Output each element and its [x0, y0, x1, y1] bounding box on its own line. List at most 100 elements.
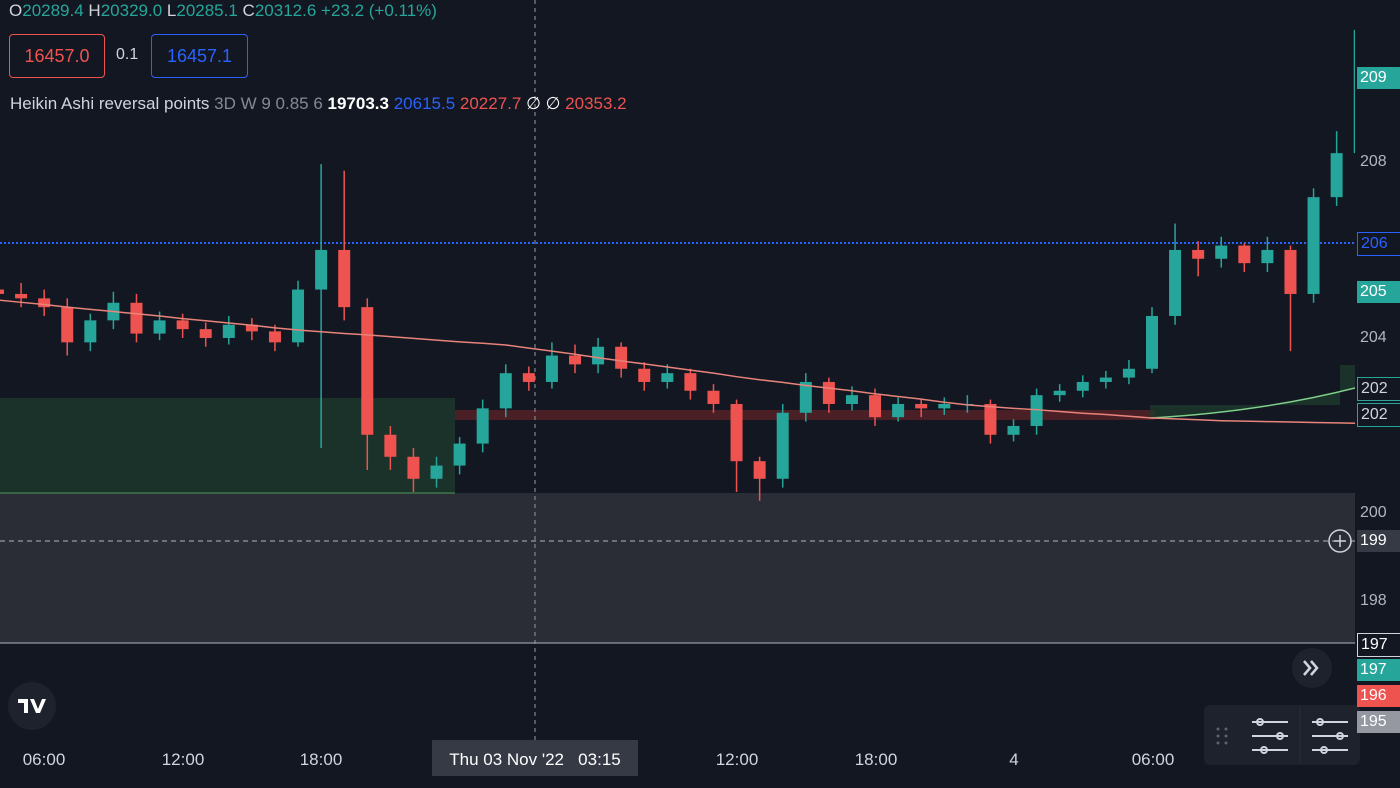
spread: 0.1 [116, 46, 139, 63]
shaded-zone [0, 493, 1355, 643]
indicator-value: 20615.5 [393, 94, 456, 113]
scroll-button[interactable] [1292, 648, 1332, 688]
candle-body [361, 307, 374, 435]
time-label: 4 [1009, 750, 1019, 769]
change: +23.2 (+0.11%) [321, 1, 437, 20]
candle-body [776, 412, 789, 479]
label: H [88, 1, 101, 20]
candle-body [0, 289, 4, 294]
price-label: 197 [1357, 633, 1400, 657]
crosshair-time: Thu 03 Nov '22 03:15 [449, 750, 621, 769]
candle-body [545, 355, 558, 382]
sell-button[interactable]: 16457.0 [9, 34, 105, 78]
time-label: 06:00 [22, 750, 66, 769]
logo-mark [18, 699, 46, 713]
value: 20312.6 [254, 1, 317, 20]
time-axis-bg [0, 745, 1400, 788]
candle-body [499, 373, 512, 409]
candle-body [1076, 381, 1089, 391]
candle-body [430, 465, 443, 479]
candle-body [199, 329, 212, 338]
candle-body [268, 331, 281, 343]
price-label: 197 [1357, 659, 1400, 681]
cloud [0, 398, 455, 493]
indicator-value: 20353.2 [565, 94, 627, 113]
candle-body [1007, 425, 1020, 435]
moving-average [0, 299, 1355, 424]
candle-body [1122, 368, 1135, 378]
price-label: 209 [1357, 67, 1400, 89]
candle-body [130, 302, 143, 334]
candle-body [15, 293, 28, 299]
candle-body [799, 381, 812, 413]
candle-body [638, 368, 651, 382]
logo [8, 682, 56, 730]
candle-body [730, 403, 743, 462]
candle-body [1030, 395, 1043, 426]
plot [0, 29, 1355, 501]
candle-body [845, 395, 858, 404]
candle-body [569, 355, 581, 365]
tool-icon[interactable] [1252, 718, 1288, 754]
pane [0, 0, 1355, 745]
candle-body [61, 307, 74, 343]
candle-body [915, 403, 928, 409]
indicator-params: 3D W 9 0.85 6 [214, 94, 323, 113]
price-label: 202 [1357, 403, 1400, 427]
value: 20285.1 [176, 1, 238, 20]
buy-button[interactable]: 16457.1 [151, 34, 248, 78]
candle-body [1284, 249, 1297, 294]
price-label: 204 [1360, 329, 1387, 346]
candle-body [1238, 245, 1251, 264]
candle-body [153, 320, 166, 334]
time-label: 12:00 [715, 750, 759, 769]
value: 20329.0 [100, 1, 163, 20]
candle-body [1169, 249, 1182, 316]
cloud [1150, 365, 1355, 418]
ohlc: O20289.4 H20329.0 L20285.1 C20312.6 +23.… [9, 1, 437, 21]
candle-body [984, 403, 997, 435]
candle-body [176, 320, 189, 330]
candle-body [1353, 29, 1355, 154]
candle-body [522, 373, 535, 382]
label: C [242, 1, 255, 20]
candle-body [384, 434, 397, 457]
candle-body [592, 346, 605, 365]
grip [1216, 727, 1228, 745]
time-label: 18:00 [299, 750, 343, 769]
candle-body [1099, 377, 1112, 382]
candle-body [661, 373, 674, 382]
candle-body [222, 324, 235, 338]
label: O [9, 1, 23, 20]
tool-icon[interactable] [1312, 718, 1348, 754]
add-button[interactable] [1328, 529, 1352, 553]
price-label: 200 [1360, 504, 1387, 521]
indicator-value: 20227.7 [459, 94, 522, 113]
scroll-icon [1303, 660, 1319, 676]
cloud [455, 410, 1155, 420]
candle-body [1261, 249, 1274, 264]
indicator-value: ∅ [526, 94, 541, 113]
indicator-value: ∅ [545, 94, 561, 113]
candle-body [315, 249, 328, 290]
candle-body [1053, 390, 1066, 396]
indicator-name: Heikin Ashi reversal points [10, 94, 210, 113]
candle-body [684, 373, 697, 391]
crosshair-time-box [432, 740, 638, 776]
candle-body [753, 461, 766, 479]
candle-body [1307, 197, 1320, 294]
candle-body [892, 403, 905, 418]
candle-body [292, 289, 305, 343]
price-label: 199 [1357, 530, 1400, 552]
price-label: 195 [1357, 711, 1400, 733]
time-label: 12:00 [161, 750, 205, 769]
indicator-value: 19703.3 [327, 94, 389, 113]
candle-body [707, 390, 720, 404]
time-label: 18:00 [854, 750, 898, 769]
candle-body [822, 381, 835, 404]
candle-body [938, 403, 951, 409]
price-label: 202 [1357, 377, 1400, 401]
candle-body [1215, 245, 1228, 259]
candle-body [38, 298, 51, 308]
